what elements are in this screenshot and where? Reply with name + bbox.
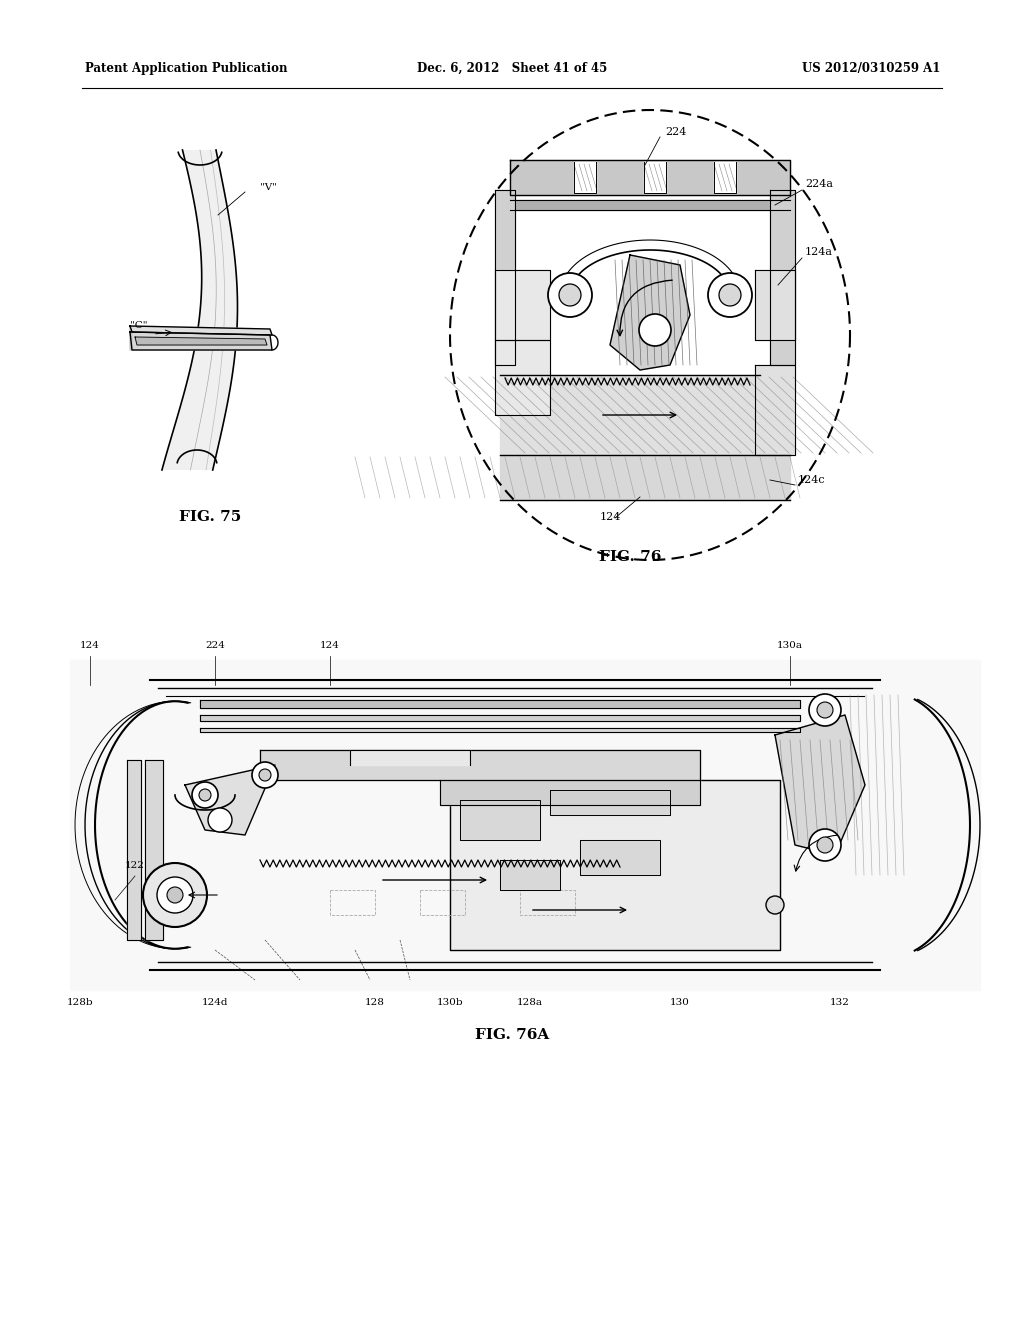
Text: 132: 132 xyxy=(830,998,850,1007)
Text: 130: 130 xyxy=(670,998,690,1007)
Polygon shape xyxy=(130,326,272,335)
Polygon shape xyxy=(450,780,780,950)
Text: FIG. 76: FIG. 76 xyxy=(599,550,662,564)
Circle shape xyxy=(208,808,232,832)
Text: 124: 124 xyxy=(321,642,340,649)
Polygon shape xyxy=(162,150,238,470)
Text: 124: 124 xyxy=(80,642,100,649)
Circle shape xyxy=(157,876,193,913)
Circle shape xyxy=(143,863,207,927)
Text: FIG. 76A: FIG. 76A xyxy=(475,1028,549,1041)
Text: 130a: 130a xyxy=(777,642,803,649)
Text: 128b: 128b xyxy=(67,998,93,1007)
Polygon shape xyxy=(500,861,560,890)
Polygon shape xyxy=(200,700,800,708)
Polygon shape xyxy=(70,660,980,990)
Polygon shape xyxy=(610,255,690,370)
Polygon shape xyxy=(550,789,670,814)
Circle shape xyxy=(167,887,183,903)
Circle shape xyxy=(766,896,784,913)
Polygon shape xyxy=(130,333,272,350)
Circle shape xyxy=(719,284,741,306)
Circle shape xyxy=(809,694,841,726)
Polygon shape xyxy=(260,750,700,780)
Polygon shape xyxy=(460,800,540,840)
Polygon shape xyxy=(644,162,666,193)
Circle shape xyxy=(199,789,211,801)
Polygon shape xyxy=(775,715,865,855)
Polygon shape xyxy=(580,840,660,875)
Text: 128a: 128a xyxy=(517,998,543,1007)
Polygon shape xyxy=(770,190,795,366)
Polygon shape xyxy=(755,366,795,455)
Polygon shape xyxy=(495,190,515,366)
Polygon shape xyxy=(495,341,550,414)
Text: 130b: 130b xyxy=(436,998,463,1007)
Polygon shape xyxy=(510,160,790,195)
Polygon shape xyxy=(127,760,141,940)
Polygon shape xyxy=(185,766,275,836)
Text: "C": "C" xyxy=(130,321,147,330)
Polygon shape xyxy=(145,760,163,940)
Text: Dec. 6, 2012   Sheet 41 of 45: Dec. 6, 2012 Sheet 41 of 45 xyxy=(417,62,607,75)
Text: 224: 224 xyxy=(205,642,225,649)
Circle shape xyxy=(809,829,841,861)
Circle shape xyxy=(639,314,671,346)
Text: FIG. 75: FIG. 75 xyxy=(179,510,241,524)
Polygon shape xyxy=(714,162,736,193)
Text: 124a: 124a xyxy=(805,247,833,257)
Circle shape xyxy=(708,273,752,317)
Text: 124d: 124d xyxy=(202,998,228,1007)
Text: "V": "V" xyxy=(260,183,278,191)
Text: 128: 128 xyxy=(366,998,385,1007)
Text: 124c: 124c xyxy=(798,475,825,484)
Circle shape xyxy=(548,273,592,317)
Circle shape xyxy=(817,702,833,718)
Circle shape xyxy=(259,770,271,781)
Polygon shape xyxy=(500,455,790,500)
Polygon shape xyxy=(440,780,700,805)
Text: 224: 224 xyxy=(665,127,686,137)
Polygon shape xyxy=(200,715,800,721)
Polygon shape xyxy=(200,729,800,733)
Circle shape xyxy=(193,781,218,808)
Circle shape xyxy=(252,762,278,788)
Polygon shape xyxy=(510,201,790,210)
Circle shape xyxy=(817,837,833,853)
Polygon shape xyxy=(130,326,132,350)
Text: 122: 122 xyxy=(125,861,145,870)
Circle shape xyxy=(559,284,581,306)
Text: 124: 124 xyxy=(600,512,622,521)
Text: US 2012/0310259 A1: US 2012/0310259 A1 xyxy=(802,62,940,75)
Polygon shape xyxy=(500,375,760,455)
Text: 224a: 224a xyxy=(805,180,833,189)
Polygon shape xyxy=(495,271,550,341)
Polygon shape xyxy=(135,337,267,345)
Polygon shape xyxy=(350,750,470,766)
Text: Patent Application Publication: Patent Application Publication xyxy=(85,62,288,75)
Polygon shape xyxy=(574,162,596,193)
Polygon shape xyxy=(755,271,795,341)
